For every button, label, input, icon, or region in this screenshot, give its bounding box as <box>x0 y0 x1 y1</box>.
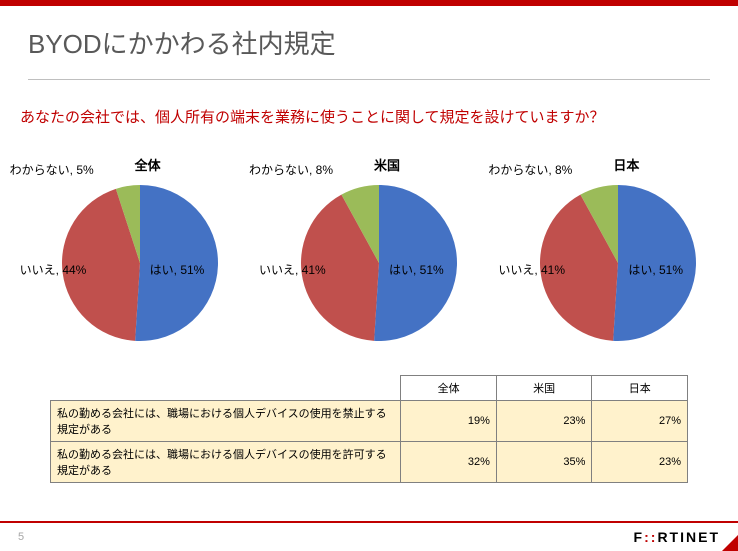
table-cell: 23% <box>496 401 592 442</box>
data-table: 全体 米国 日本 私の勤める会社には、職場における個人デバイスの使用を禁止する規… <box>50 375 688 483</box>
table-col-header: 全体 <box>401 376 497 401</box>
chart-title: 日本 <box>613 155 639 174</box>
table-cell: 32% <box>401 442 497 483</box>
data-table-wrap: 全体 米国 日本 私の勤める会社には、職場における個人デバイスの使用を禁止する規… <box>0 375 738 483</box>
pie-chart-japan: 日本はい, 51%いいえ, 41%わからない, 8% <box>493 143 723 363</box>
pie-label-yes: はい, 51% <box>150 261 205 278</box>
chart-title: 米国 <box>374 155 400 174</box>
pie-label-unknown: わからない, 5% <box>10 161 94 178</box>
table-row-header: 私の勤める会社には、職場における個人デバイスの使用を禁止する規定がある <box>51 401 401 442</box>
survey-question: あなたの会社では、個人所有の端末を業務に使うことに関して規定を設けていますか？ <box>0 88 738 127</box>
fortinet-logo: F::RTINET <box>634 529 720 545</box>
pie-label-unknown: わからない, 8% <box>488 161 572 178</box>
table-cell: 19% <box>401 401 497 442</box>
table-col-header: 日本 <box>592 376 688 401</box>
footer: 5 F::RTINET <box>0 521 738 551</box>
pie-label-yes: はい, 51% <box>389 261 444 278</box>
pie-chart-us: 米国はい, 51%いいえ, 41%わからない, 8% <box>254 143 484 363</box>
table-empty-corner <box>51 376 401 401</box>
pie-chart-overall: 全体はい, 51%いいえ, 44%わからない, 5% <box>15 143 245 363</box>
pie-label-unknown: わからない, 8% <box>249 161 333 178</box>
corner-triangle <box>722 535 738 551</box>
table-col-header: 米国 <box>496 376 592 401</box>
table-row-header: 私の勤める会社には、職場における個人デバイスの使用を許可する規定がある <box>51 442 401 483</box>
chart-title: 全体 <box>135 155 161 174</box>
pie-label-no: いいえ, 44% <box>20 261 87 278</box>
table-cell: 23% <box>592 442 688 483</box>
pie-label-no: いいえ, 41% <box>498 261 565 278</box>
title-area: BYODにかかわる社内規定 <box>0 6 738 88</box>
pie-label-yes: はい, 51% <box>628 261 683 278</box>
title-divider <box>28 79 710 80</box>
page-title: BYODにかかわる社内規定 <box>28 24 710 61</box>
pie-charts-row: 全体はい, 51% いいえ, 44% わからない, 5% 米国はい, 51% いいえ,… <box>0 127 738 363</box>
pie-label-no: いいえ, 41% <box>259 261 326 278</box>
table-row: 私の勤める会社には、職場における個人デバイスの使用を許可する規定がある 32% … <box>51 442 688 483</box>
table-cell: 27% <box>592 401 688 442</box>
table-cell: 35% <box>496 442 592 483</box>
page-number: 5 <box>18 531 24 543</box>
table-row: 私の勤める会社には、職場における個人デバイスの使用を禁止する規定がある 19% … <box>51 401 688 442</box>
